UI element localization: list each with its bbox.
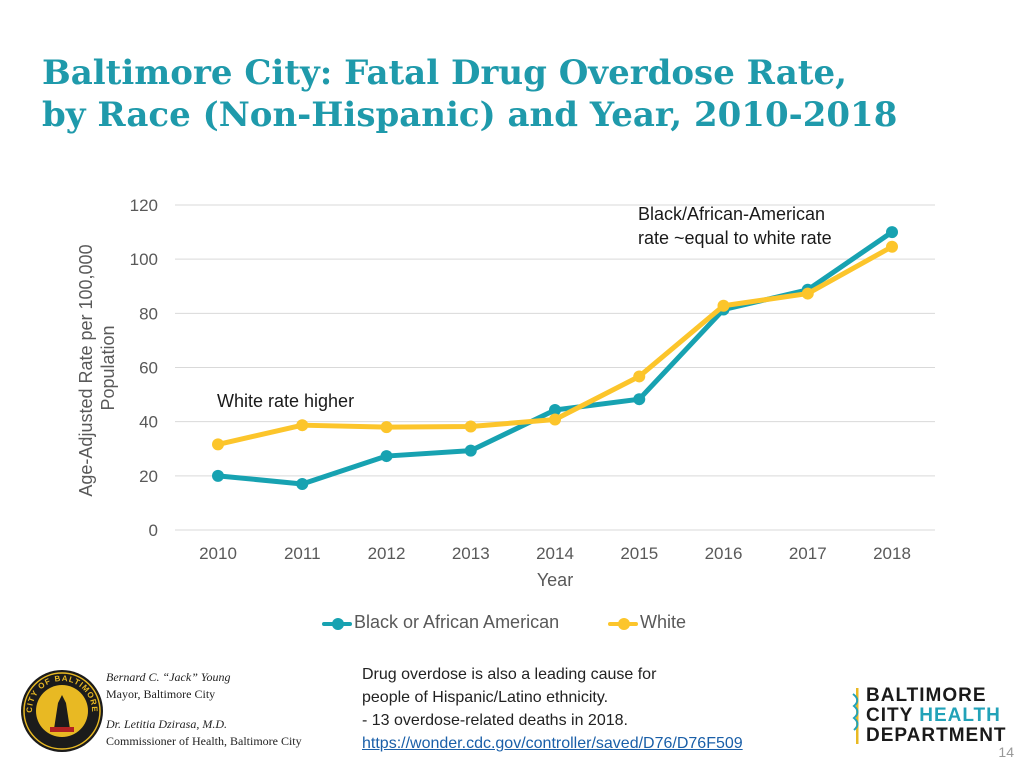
y-axis-label-line-2: Population	[98, 325, 118, 410]
y-axis-ticks: 0 20 40 60 80 100 120	[130, 196, 158, 540]
note-line-2: people of Hispanic/Latino ethnicity.	[362, 686, 743, 709]
y-tick-label-120: 120	[130, 196, 158, 215]
chart-series	[212, 226, 898, 490]
hispanic-note: Drug overdose is also a leading cause fo…	[362, 663, 743, 755]
chart-legend: Black or African American White	[0, 612, 1024, 636]
x-axis-ticks: 2010 2011 2012 2013 2014 2015 2016 2017 2018	[199, 544, 911, 563]
x-tick-label-2011: 2011	[284, 544, 321, 563]
data-point-white-2014	[549, 414, 561, 426]
x-tick-label-2016: 2016	[705, 544, 743, 563]
logo-word-health: HEALTH	[919, 705, 1001, 726]
commissioner-title: Commissioner of Health, Baltimore City	[106, 733, 302, 750]
data-point-black-2011	[296, 478, 308, 490]
annotation-rate-equal-line-1: Black/African-American	[638, 204, 825, 224]
bchd-logo: BALTIMORE CITY HEALTH DEPARTMENT	[850, 684, 1010, 748]
caduceus-icon	[850, 686, 864, 746]
annotation-rate-equal: Black/African-American rate ~equal to wh…	[638, 204, 832, 248]
data-point-white-2018	[886, 241, 898, 253]
y-axis-label: Age-Adjusted Rate per 100,000 Population	[76, 239, 118, 496]
note-line-1: Drug overdose is also a leading cause fo…	[362, 663, 743, 686]
y-tick-label-80: 80	[139, 304, 158, 323]
mayor-name: Bernard C. “Jack” Young	[106, 669, 302, 686]
y-tick-label-20: 20	[139, 467, 158, 486]
data-point-white-2015	[633, 370, 645, 382]
legend-swatch-black	[322, 622, 352, 626]
data-point-black-2012	[381, 450, 393, 462]
note-line-3: - 13 overdose-related deaths in 2018.	[362, 709, 743, 732]
data-point-black-2013	[465, 445, 477, 457]
y-tick-label-60: 60	[139, 359, 158, 378]
data-point-white-2013	[465, 421, 477, 433]
x-tick-label-2018: 2018	[873, 544, 911, 563]
cdc-wonder-link[interactable]: https://wonder.cdc.gov/controller/saved/…	[362, 735, 743, 752]
x-axis-label: Year	[537, 570, 573, 590]
data-point-white-2012	[381, 421, 393, 433]
page-number: 14	[998, 744, 1014, 760]
x-tick-label-2010: 2010	[199, 544, 237, 563]
x-tick-label-2014: 2014	[536, 544, 574, 563]
data-point-white-2017	[802, 288, 814, 300]
annotation-white-rate-higher: White rate higher	[217, 391, 354, 411]
annotation-white-rate-higher-line: White rate higher	[217, 391, 354, 411]
data-point-black-2015	[633, 393, 645, 405]
x-tick-label-2017: 2017	[789, 544, 827, 563]
y-tick-label-100: 100	[130, 250, 158, 269]
line-chart: 0 20 40 60 80 100 120 2010 2011 2012 2013 2014 2015…	[0, 0, 1024, 612]
logo-line-1: BALTIMORE	[866, 686, 987, 706]
logo-word-city: CITY	[866, 705, 919, 726]
mayor-title: Mayor, Baltimore City	[106, 686, 302, 703]
baltimore-city-seal-icon: CITY OF BALTIMORE	[20, 669, 104, 753]
legend-swatch-white	[608, 622, 638, 626]
legend-label-white: White	[640, 612, 686, 633]
data-point-black-2010	[212, 470, 224, 482]
data-point-black-2018	[886, 226, 898, 238]
logo-line-3: DEPARTMENT	[866, 726, 1007, 746]
logo-line-2: CITY HEALTH	[866, 706, 1001, 726]
x-tick-label-2012: 2012	[368, 544, 406, 563]
data-point-white-2011	[296, 419, 308, 431]
x-tick-label-2015: 2015	[620, 544, 658, 563]
data-point-white-2016	[718, 300, 730, 312]
footer-officials: Bernard C. “Jack” Young Mayor, Baltimore…	[106, 669, 302, 750]
x-tick-label-2013: 2013	[452, 544, 490, 563]
commissioner-name: Dr. Letitia Dzirasa, M.D.	[106, 716, 302, 733]
y-axis-label-line-1: Age-Adjusted Rate per 100,000	[76, 244, 96, 496]
y-tick-label-40: 40	[139, 413, 158, 432]
legend-label-black: Black or African American	[354, 612, 559, 633]
annotation-rate-equal-line-2: rate ~equal to white rate	[638, 228, 832, 248]
series-line-black	[218, 232, 892, 484]
y-tick-label-0: 0	[149, 521, 158, 540]
data-point-white-2010	[212, 438, 224, 450]
